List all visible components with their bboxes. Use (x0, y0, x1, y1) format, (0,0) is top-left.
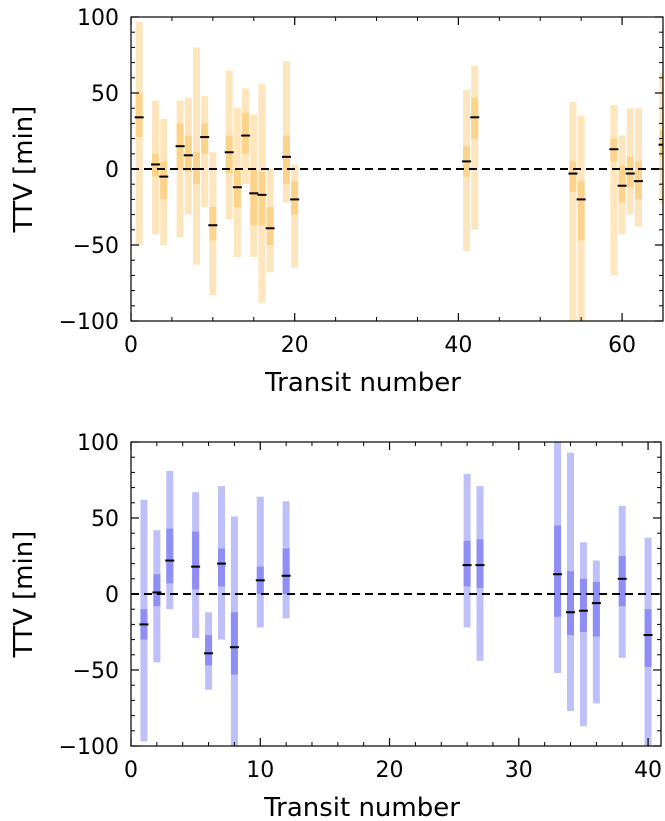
x-tick-label: 10 (246, 758, 274, 783)
inner-interval-bar-14 (266, 207, 274, 245)
outer-interval-bar-21 (610, 105, 618, 276)
inner-interval-bar-3 (166, 528, 174, 584)
y-tick-label: −100 (59, 310, 119, 335)
y-tick-label: 0 (105, 158, 119, 183)
inner-interval-bar-12 (554, 525, 562, 617)
inner-interval-bar-12 (250, 169, 258, 226)
y-tick-label: −50 (73, 234, 119, 259)
outer-interval-bar-8 (256, 496, 264, 628)
x-tick-label: 60 (608, 333, 636, 358)
x-tick-label: 0 (124, 333, 138, 358)
outer-interval-bar-16 (291, 164, 299, 268)
y-tick-label: 0 (105, 583, 119, 608)
inner-interval-bar-13 (258, 172, 266, 226)
inner-interval-bar-6 (217, 548, 225, 587)
outer-interval-bar-15 (283, 61, 291, 203)
inner-interval-bar-2 (153, 574, 161, 607)
inner-interval-bar-23 (626, 156, 634, 188)
y-tick-label: 50 (91, 82, 119, 107)
x-tick-label: 20 (376, 758, 404, 783)
inner-interval-bar-13 (567, 571, 575, 636)
inner-interval-bar-19 (569, 161, 577, 192)
inner-interval-bar-8 (209, 207, 217, 241)
inner-interval-bar-3 (160, 161, 168, 200)
x-tick-label: 40 (444, 333, 472, 358)
inner-interval-bar-14 (579, 578, 587, 632)
outer-interval-bar-18 (471, 65, 479, 230)
y-tick-label: 100 (77, 6, 119, 31)
y-axis-label: TTV [min] (9, 106, 39, 234)
y-tick-label: 100 (77, 431, 119, 456)
inner-interval-bar-15 (283, 135, 291, 185)
inner-interval-bar-5 (184, 135, 192, 173)
inner-interval-bar-10 (463, 540, 471, 587)
x-axis-label: Transit number (263, 793, 460, 821)
inner-interval-bar-7 (230, 612, 238, 675)
inner-interval-bar-22 (618, 165, 626, 203)
inner-interval-bar-7 (201, 123, 209, 154)
inner-interval-bar-9 (282, 548, 290, 594)
inner-interval-bar-11 (242, 112, 250, 154)
x-tick-label: 40 (634, 758, 662, 783)
outer-interval-bar-19 (569, 102, 577, 321)
inner-interval-bar-1 (135, 93, 143, 138)
inner-interval-bar-4 (192, 531, 200, 590)
x-axis-label: Transit number (264, 368, 461, 398)
inner-interval-bar-9 (225, 135, 233, 174)
y-tick-label: −100 (59, 735, 119, 760)
x-tick-label: 20 (281, 333, 309, 358)
ttv-panel-bottom: 0 10 20 30 40 −100 −50 0 50 100 Transit number TTV … (9, 431, 662, 821)
inner-interval-bar-17 (644, 609, 652, 667)
inner-interval-bar-16 (618, 556, 626, 607)
data-layer (139, 442, 653, 746)
inner-interval-bar-16 (291, 181, 299, 215)
y-tick-label: 50 (91, 507, 119, 532)
y-axis-label: TTV [min] (9, 531, 39, 659)
inner-interval-bar-11 (476, 539, 484, 588)
y-tick-label: −50 (73, 659, 119, 684)
inner-interval-bar-20 (577, 181, 585, 241)
inner-interval-bar-5 (205, 635, 213, 666)
outer-interval-bar-14 (579, 542, 587, 727)
ttv-panel-top: 0 20 40 60 −100 −50 0 50 100 Transit number TTV [m… (9, 6, 664, 398)
inner-interval-bar-15 (592, 581, 600, 637)
x-tick-label: 30 (505, 758, 533, 783)
data-layer (134, 21, 663, 321)
x-tick-label: 0 (124, 758, 138, 783)
